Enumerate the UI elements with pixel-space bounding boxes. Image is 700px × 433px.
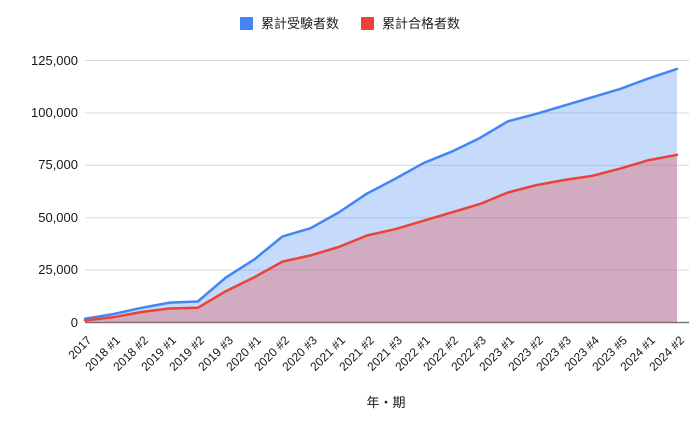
y-tick-label: 0 bbox=[70, 314, 78, 330]
y-tick-label: 125,000 bbox=[31, 52, 78, 68]
legend-label-examinees: 累計受験者数 bbox=[260, 15, 339, 31]
cumulative-examinees-area bbox=[85, 68, 677, 323]
legend-label-passers: 累計合格者数 bbox=[382, 15, 461, 31]
x-axis-title: 年・期 bbox=[366, 395, 406, 410]
cumulative-passers-line bbox=[83, 153, 679, 322]
y-tick-label: 100,000 bbox=[31, 104, 78, 120]
chart-legend: 累計受験者数 累計合格者数 bbox=[0, 14, 700, 32]
examinees-series-swatch-icon bbox=[239, 16, 253, 30]
y-tick-label: 75,000 bbox=[38, 157, 78, 173]
passers-series-swatch-icon bbox=[361, 16, 374, 30]
cumulative-passers-area bbox=[85, 154, 677, 323]
legend-item-cumulative-examinees[interactable]: 累計受験者数 bbox=[239, 15, 339, 31]
legend-item-cumulative-passers[interactable]: 累計合格者数 bbox=[361, 15, 461, 31]
cumulative-examinees-line bbox=[83, 67, 679, 320]
y-tick-label: 25,000 bbox=[38, 262, 78, 278]
y-tick-label: 50,000 bbox=[38, 209, 78, 225]
